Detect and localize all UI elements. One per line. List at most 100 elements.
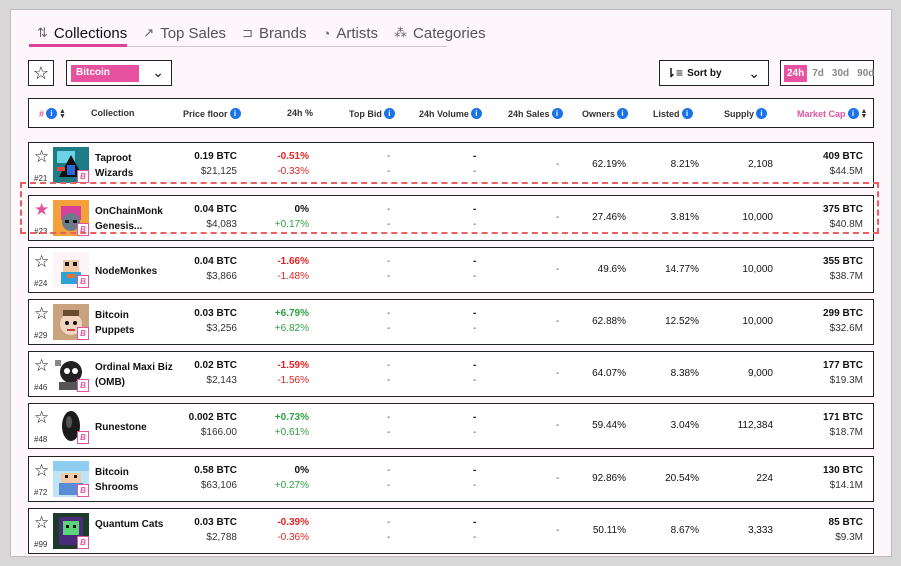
time-option-90d[interactable]: 90d [857, 67, 875, 79]
price-floor-usd: $2,788 [206, 532, 237, 543]
listed-value: 20.54% [665, 473, 699, 484]
favorite-star-icon[interactable]: ☆ [34, 252, 50, 271]
collection-thumbnail [53, 200, 89, 236]
favorite-star-icon[interactable]: ☆ [34, 408, 50, 427]
sales-value: - [556, 212, 560, 223]
collections-panel: ⇅ Collections ↗ Top Sales ⊐ Brands ◔ Art… [10, 9, 892, 557]
row-rank: #21 [34, 174, 48, 183]
info-icon[interactable]: i [229, 108, 241, 119]
tab-bar: ⇅ Collections ↗ Top Sales ⊐ Brands ◔ Art… [29, 22, 494, 44]
collection-name[interactable]: Quantum Cats [95, 519, 164, 530]
tab-brands[interactable]: ⊐ Brands [234, 22, 314, 44]
bitcoin-badge-icon: B [77, 379, 89, 392]
collection-name[interactable]: Runestone [95, 422, 147, 433]
owners-value: 62.88% [592, 316, 626, 327]
column-owners[interactable]: Owners i [582, 108, 629, 119]
column-label: Price floor [183, 108, 228, 119]
change-24h-secondary: +0.17% [274, 219, 309, 230]
sort-by-select[interactable]: ⇂≡ Sort by ⌄ [659, 60, 769, 86]
column-24h-change[interactable]: 24h % [287, 108, 313, 118]
column-market-cap[interactable]: Market Cap i ▲ ▼ [797, 108, 867, 120]
listed-value: 3.81% [670, 212, 699, 223]
price-floor-btc: 0.03 BTC [194, 517, 237, 528]
tab-collections[interactable]: ⇅ Collections [29, 22, 135, 44]
table-row[interactable]: ☆ #29 B Bitcoin Puppets 0.03 BTC $3,256 … [28, 299, 874, 345]
info-icon[interactable]: i [383, 108, 395, 119]
column-label: Supply [724, 108, 755, 119]
column-label: # [39, 108, 45, 119]
table-row[interactable]: ☆ #46 B Ordinal Maxi Biz (OMB) 0.02 BTC … [28, 351, 874, 397]
favorites-filter-button[interactable]: ☆ [28, 60, 54, 86]
column-supply[interactable]: Supply i [724, 108, 768, 119]
price-floor-btc: 0.03 BTC [194, 308, 237, 319]
table-row[interactable]: ★ #23 B OnChainMonk Genesis... 0.04 BTC … [28, 195, 874, 241]
info-icon[interactable]: i [756, 108, 768, 119]
top-bid-value-secondary: - [387, 323, 391, 334]
bitcoin-badge-icon: B [77, 327, 89, 340]
column-price-floor[interactable]: Price floor i [183, 108, 241, 119]
row-rank: #48 [34, 435, 48, 444]
volume-value-secondary: - [473, 427, 477, 438]
info-icon[interactable]: i [681, 108, 693, 119]
tab-label: Artists [336, 24, 379, 42]
volume-value: - [473, 517, 477, 528]
collection-name[interactable]: Taproot Wizards [95, 153, 134, 179]
collection-name[interactable]: Bitcoin Shrooms [95, 467, 139, 493]
tab-artists[interactable]: ◔ Artists [315, 22, 387, 44]
tab-categories[interactable]: ⁂ Categories [386, 22, 494, 44]
volume-value: - [473, 256, 477, 267]
tab-divider [29, 46, 447, 47]
market-cap-usd: $14.1M [829, 480, 863, 491]
collection-name[interactable]: OnChainMonk Genesis... [95, 206, 163, 232]
favorite-star-icon[interactable]: ☆ [34, 513, 50, 532]
market-cap-usd: $44.5M [829, 166, 863, 177]
column-24h-volume[interactable]: 24h Volume i [419, 108, 482, 119]
tab-top-sales[interactable]: ↗ Top Sales [135, 22, 234, 44]
collection-name[interactable]: NodeMonkes [95, 266, 158, 277]
favorite-star-icon[interactable]: ☆ [34, 461, 50, 480]
top-bid-value-secondary: - [387, 166, 391, 177]
supply-value: 10,000 [742, 264, 773, 275]
time-option-7d[interactable]: 7d [812, 67, 824, 79]
collection-name[interactable]: Ordinal Maxi Biz (OMB) [95, 362, 173, 388]
change-24h: -0.39% [277, 517, 309, 528]
listed-value: 3.04% [670, 420, 699, 431]
market-cap-btc: 130 BTC [822, 465, 863, 476]
market-cap-usd: $18.7M [829, 427, 863, 438]
column-collection[interactable]: Collection [91, 108, 135, 118]
table-row[interactable]: ☆ #99 B Quantum Cats 0.03 BTC $2,788 -0.… [28, 508, 874, 554]
chain-selected-value: Bitcoin [71, 65, 139, 82]
column-24h-sales[interactable]: 24h Sales i [508, 108, 563, 119]
top-bid-value: - [387, 308, 391, 319]
volume-value: - [473, 204, 477, 215]
sales-value: - [556, 525, 560, 536]
favorite-star-icon[interactable]: ☆ [34, 147, 50, 166]
top-bid-value: - [387, 256, 391, 267]
collection-name[interactable]: Bitcoin Puppets [95, 310, 135, 336]
info-icon[interactable]: i [847, 108, 859, 119]
column-rank[interactable]: # i ▲ ▼ [39, 108, 66, 120]
column-listed[interactable]: Listed i [653, 108, 693, 119]
info-icon[interactable]: i [617, 108, 629, 119]
table-row[interactable]: ☆ #21 B Taproot Wizards 0.19 BTC $21,125… [28, 142, 874, 188]
table-row[interactable]: ☆ #48 B Runestone 0.002 BTC $166.00 +0.7… [28, 403, 874, 449]
favorite-star-icon[interactable]: ☆ [34, 304, 50, 323]
time-option-24h[interactable]: 24h [784, 64, 808, 82]
info-icon[interactable]: i [470, 108, 482, 119]
chain-select[interactable]: Bitcoin ⌄ [66, 60, 172, 86]
info-icon[interactable]: i [551, 108, 563, 119]
volume-value: - [473, 308, 477, 319]
info-icon[interactable]: i [46, 108, 58, 119]
favorite-star-icon[interactable]: ★ [34, 200, 50, 219]
supply-value: 112,384 [737, 420, 773, 431]
column-label: Top Bid [349, 108, 382, 119]
trend-up-icon: ↗ [143, 25, 155, 40]
favorite-star-icon[interactable]: ☆ [34, 356, 50, 375]
column-top-bid[interactable]: Top Bid i [349, 108, 395, 119]
table-row[interactable]: ☆ #72 B Bitcoin Shrooms 0.58 BTC $63,106… [28, 456, 874, 502]
table-row[interactable]: ☆ #24 B NodeMonkes 0.04 BTC $3,866 -1.66… [28, 247, 874, 293]
column-label: Market Cap [797, 108, 846, 119]
tab-label: Collections [53, 24, 128, 42]
market-cap-usd: $38.7M [829, 271, 863, 282]
time-option-30d[interactable]: 30d [831, 67, 850, 79]
